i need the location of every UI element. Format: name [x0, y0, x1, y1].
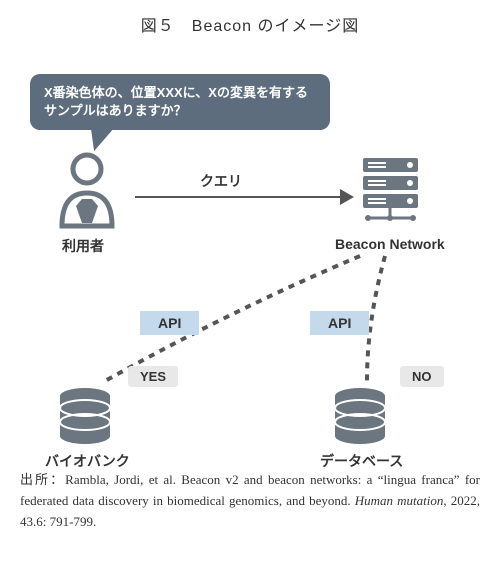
speech-bubble: X番染色体の、位置XXXに、Xの変異を有するサンプルはありますか？ [30, 74, 330, 130]
biobank-label: バイオバンク [45, 451, 130, 471]
response-yes-badge: YES [128, 366, 178, 387]
citation-journal: Human mutation [355, 493, 444, 508]
citation-prefix: 出所： [20, 472, 65, 487]
api-badge-right: API [310, 311, 369, 335]
query-arrow-head [340, 189, 354, 205]
response-no-badge: NO [400, 366, 444, 387]
network-label: Beacon Network [335, 236, 445, 252]
database-label: データベース [320, 451, 403, 471]
citation: 出所：Rambla, Jordi, et al. Beacon v2 and b… [20, 470, 480, 532]
query-label: クエリ [200, 171, 242, 191]
api-badge-left: API [140, 311, 199, 335]
diagram-area: X番染色体の、位置XXXに、Xの変異を有するサンプルはありますか？ 利用者 クエ… [0, 36, 500, 476]
query-arrow-line [135, 196, 345, 198]
database-icon-biobank [55, 386, 115, 451]
figure-title: 図５ Beacon のイメージ図 [0, 0, 500, 36]
speech-bubble-tail [86, 122, 116, 153]
database-icon-database [330, 386, 390, 451]
user-icon [50, 151, 125, 236]
server-icon [358, 156, 428, 236]
